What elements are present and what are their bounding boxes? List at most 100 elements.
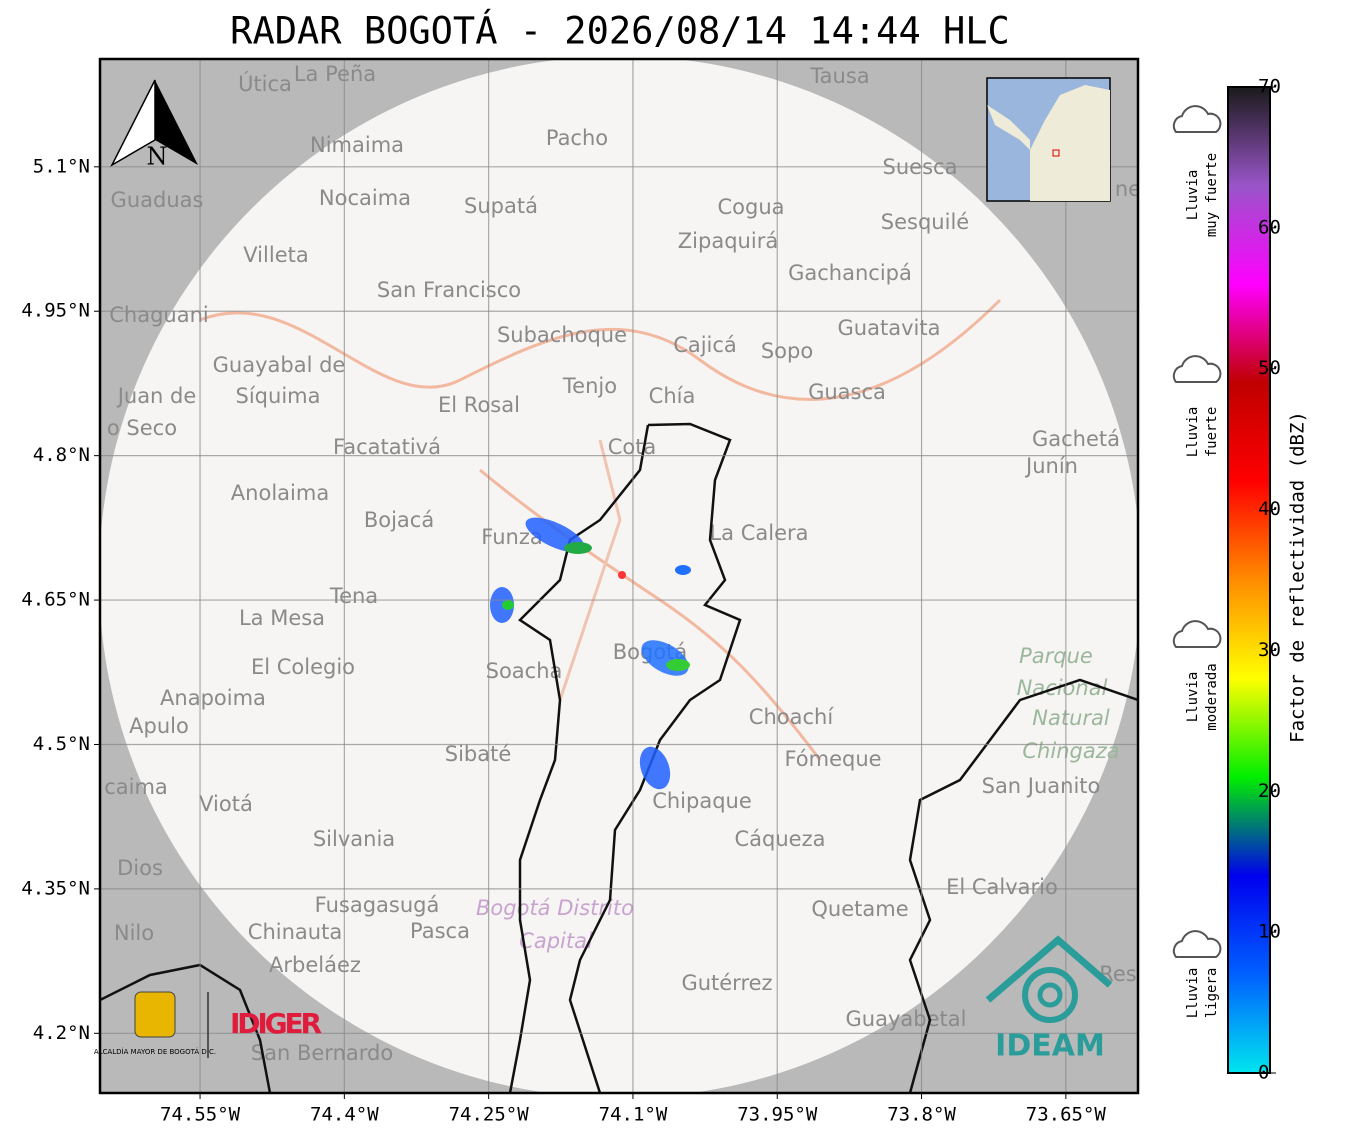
place-label: Sesquilé [881, 210, 969, 234]
radar-echoes [490, 517, 691, 790]
place-label: Arbeláez [269, 953, 361, 977]
place-label: Cáqueza [735, 827, 826, 851]
map: Útica La Peña Tausa Pacho Nimaima Guaduas Noca… [100, 59, 1141, 1093]
rain-category-label: Lluvia [1185, 672, 1201, 723]
x-tick-label: 74.1°W [599, 1104, 668, 1126]
road [199, 298, 1002, 401]
place-label: Fómeque [784, 747, 881, 771]
place-label: El Rosal [438, 393, 520, 417]
idiger-logo: IDIGER [230, 1007, 322, 1040]
logos: ALCALDÍA MAYOR DE BOGOTÁ D.C. IDIGER IDE… [94, 935, 1113, 1064]
place-label: Viotá [199, 792, 253, 816]
y-tick-label: 4.65°N [21, 589, 90, 611]
colorbar-ticks: 0 10 20 30 40 50 60 70 [1258, 76, 1281, 1084]
place-label: San Francisco [377, 278, 521, 302]
grid [100, 59, 1138, 1093]
place-label: Sibaté [445, 742, 512, 766]
place-label: San Bernardo [251, 1041, 393, 1065]
place-label: Anolaima [231, 481, 329, 505]
place-label: Bojacá [364, 508, 434, 532]
place-label: Junín [1024, 454, 1078, 478]
place-label: Guatavita [838, 316, 941, 340]
north-arrow: N [110, 79, 198, 171]
place-label: Juan de [116, 384, 197, 408]
place-label: La Mesa [239, 606, 325, 630]
rain-category-label: fuerte [1204, 407, 1220, 458]
place-label: Fusagasugá [315, 893, 440, 917]
place-label: Cajicá [673, 333, 737, 357]
place-label: Supatá [464, 194, 538, 218]
place-label: Guayabal de [213, 353, 346, 377]
colorbar-tick-label: 30 [1258, 639, 1281, 661]
place-label: Nimaima [310, 133, 404, 157]
y-tick-label: 4.95°N [21, 300, 90, 322]
title: RADAR BOGOTÁ - 2026/08/14 14:44 HLC [230, 9, 1010, 53]
department-border [100, 678, 1138, 1093]
y-tick-label: 4.2°N [33, 1022, 90, 1044]
place-label: Chingaza [1022, 739, 1119, 763]
place-label: Guaduas [111, 188, 204, 212]
place-label: Cogua [717, 195, 784, 219]
colorbar [1227, 86, 1271, 1074]
place-label: Villeta [243, 243, 308, 267]
place-label: San Juanito [982, 774, 1101, 798]
y-tick-label: 4.8°N [33, 444, 90, 466]
x-tick-label: 74.4°W [310, 1104, 379, 1126]
x-tick-label: 74.55°W [160, 1104, 241, 1126]
place-label: Guayabetal [846, 1007, 967, 1031]
place-label: Zipaquirá [678, 229, 778, 253]
place-label: Chipaque [652, 789, 752, 813]
place-label: Bogotá Distrito [476, 896, 634, 920]
place-label: Pasca [410, 919, 470, 943]
place-label: Nocaima [319, 186, 411, 210]
colorbar-tick-label: 0 [1258, 1062, 1269, 1084]
place-label: Anapoima [160, 686, 266, 710]
x-tick-label: 73.65°W [1026, 1104, 1107, 1126]
colorbar-tick-label: 40 [1258, 498, 1281, 520]
ideam-logo: IDEAM [995, 1029, 1105, 1064]
place-label: ne [1115, 177, 1141, 201]
rain-icon [1172, 620, 1222, 648]
place-label: Gutérrez [681, 971, 772, 995]
y-tick-label: 5.1°N [33, 155, 90, 177]
place-label: Gachancipá [788, 261, 912, 285]
colorbar-tick-label: 50 [1258, 357, 1281, 379]
map-frame [98, 57, 1140, 1095]
place-label: caima [104, 775, 168, 799]
rain-category-label: moderada [1204, 663, 1220, 730]
place-label: Apulo [129, 714, 189, 738]
place-label: Nilo [114, 921, 154, 945]
place-label: La Peña [294, 62, 376, 86]
rain-category-label: Lluvia [1185, 407, 1201, 458]
place-label: Parque [1019, 644, 1093, 668]
place-label: Gachetá [1032, 427, 1120, 451]
place-label: Soacha [486, 659, 563, 683]
road [558, 439, 622, 701]
rain-icon [1172, 355, 1222, 383]
colorbar-tick-label: 10 [1258, 921, 1281, 943]
place-label: Pacho [546, 126, 608, 150]
place-label: Choachí [749, 705, 835, 729]
place-label: Quetame [811, 897, 908, 921]
colorbar-tick-label: 20 [1258, 780, 1281, 802]
alcaldia-shield [134, 991, 176, 1038]
inset-map [986, 77, 1111, 202]
alcaldia-label: ALCALDÍA MAYOR DE BOGOTÁ D.C. [94, 1047, 216, 1056]
y-tick-label: 4.35°N [21, 877, 90, 899]
place-label: Síquima [236, 384, 321, 408]
place-label: Tausa [809, 64, 869, 88]
north-label: N [147, 143, 168, 171]
place-label: La Calera [709, 521, 808, 545]
place-label: El Colegio [251, 655, 355, 679]
place-label: Subachoque [497, 323, 627, 347]
rain-icon [1172, 105, 1222, 133]
rain-category-label: Lluvia [1185, 968, 1201, 1019]
place-label: Natural [1032, 706, 1110, 730]
place-label: Capital [519, 929, 593, 953]
place-label: Tenjo [562, 374, 617, 398]
colorbar-label: Factor de reflectividad (dBZ) [1287, 411, 1309, 743]
rain-category-label: ligera [1204, 968, 1220, 1019]
place-label: Silvania [313, 827, 395, 851]
